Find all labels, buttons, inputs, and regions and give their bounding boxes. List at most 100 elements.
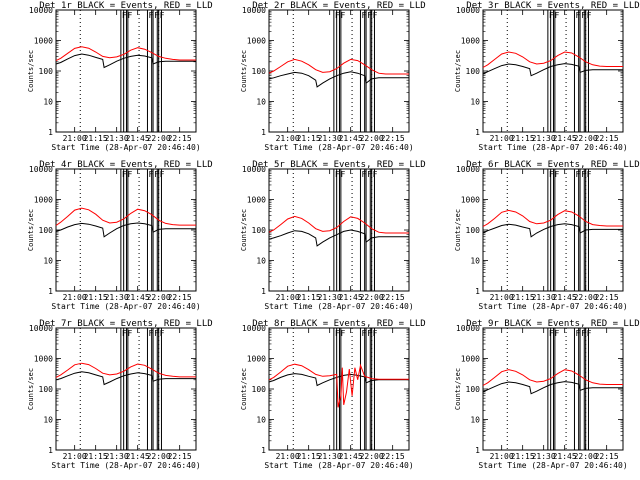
y-axis-label: Counts/sec xyxy=(240,209,248,251)
flag-label: F xyxy=(160,329,165,338)
detector-panel-6: Det 6r BLACK = Events, RED = LLD 1 10 100 10… xyxy=(454,160,640,311)
flag-label: F xyxy=(575,329,580,338)
y-tick-label: 10 xyxy=(43,257,53,266)
flag-label: F xyxy=(554,329,559,338)
x-tick-label: 22:00 xyxy=(147,293,171,302)
flag-label: F xyxy=(575,170,580,179)
flag-label: F xyxy=(340,11,345,20)
x-tick-label: 21:15 xyxy=(84,134,108,143)
x-tick-label: 21:15 xyxy=(84,452,108,461)
flag-label: F xyxy=(127,170,132,179)
x-axis-label: Start Time (28-Apr-07 20:46:40) xyxy=(264,302,413,311)
flag-label: F xyxy=(340,170,345,179)
y-tick-label: 1000 xyxy=(34,355,53,364)
flag-label: F xyxy=(554,170,559,179)
lld-series-line xyxy=(482,51,623,68)
flag-label: F xyxy=(575,11,580,20)
y-tick-label: 10 xyxy=(470,257,480,266)
events-series-line xyxy=(55,371,196,386)
x-tick-label: 21:30 xyxy=(105,452,129,461)
y-tick-label: 1000 xyxy=(247,355,266,364)
y-tick-label: 10000 xyxy=(29,6,53,15)
y-tick-label: 1000 xyxy=(247,37,266,46)
y-tick-label: 1 xyxy=(475,446,480,455)
flag-label: F xyxy=(373,170,378,179)
flag-label: F xyxy=(549,170,554,179)
x-tick-label: 21:00 xyxy=(276,293,300,302)
y-tick-label: 100 xyxy=(39,226,54,235)
flag-label: F xyxy=(148,329,153,338)
flag-label: F xyxy=(361,170,366,179)
x-axis-label: Start Time (28-Apr-07 20:46:40) xyxy=(264,143,413,152)
events-series-line xyxy=(482,381,623,395)
y-tick-label: 10000 xyxy=(456,165,480,174)
x-tick-label: 22:00 xyxy=(360,134,384,143)
y-tick-label: 10000 xyxy=(456,6,480,15)
panel-title: Det 6r BLACK = Events, RED = LLD xyxy=(466,160,639,170)
x-tick-label: 21:45 xyxy=(553,293,577,302)
x-axis-label: Start Time (28-Apr-07 20:46:40) xyxy=(478,302,627,311)
panel-title: Det 4r BLACK = Events, RED = LLD xyxy=(39,160,212,170)
flag-label: F xyxy=(587,11,592,20)
y-axis-label: Counts/sec xyxy=(454,50,462,92)
x-tick-label: 21:45 xyxy=(126,134,150,143)
x-tick-label: 21:00 xyxy=(490,134,514,143)
x-tick-label: 21:30 xyxy=(318,134,342,143)
flag-label: F xyxy=(148,170,153,179)
x-tick-label: 21:00 xyxy=(63,293,87,302)
x-axis-label: Start Time (28-Apr-07 20:46:40) xyxy=(478,461,627,470)
x-tick-label: 21:15 xyxy=(297,293,321,302)
flag-label: F xyxy=(340,329,345,338)
y-axis-label: Counts/sec xyxy=(240,50,248,92)
lld-series-line xyxy=(268,58,409,75)
y-tick-label: 10000 xyxy=(29,165,53,174)
y-tick-label: 10 xyxy=(256,416,266,425)
x-tick-label: 21:00 xyxy=(490,293,514,302)
x-tick-label: 21:00 xyxy=(276,134,300,143)
x-tick-label: 21:15 xyxy=(511,452,535,461)
y-tick-label: 10 xyxy=(43,416,53,425)
detector-panel-8: Det 8r BLACK = Events, RED = LLD 1 10 100 10… xyxy=(240,319,426,470)
flag-label: F xyxy=(361,329,366,338)
x-tick-label: 22:15 xyxy=(595,134,619,143)
y-tick-label: 10 xyxy=(256,257,266,266)
y-tick-label: 1000 xyxy=(247,196,266,205)
events-series-line xyxy=(482,223,623,238)
events-series-line xyxy=(482,63,623,77)
flag-label: F xyxy=(549,11,554,20)
y-tick-label: 100 xyxy=(252,385,267,394)
y-tick-label: 1000 xyxy=(34,37,53,46)
events-series-line xyxy=(268,71,409,88)
y-tick-label: 100 xyxy=(466,226,481,235)
y-tick-label: 1 xyxy=(261,287,266,296)
panel-title: Det 7r BLACK = Events, RED = LLD xyxy=(39,319,212,329)
y-tick-label: 10000 xyxy=(456,324,480,333)
x-tick-label: 21:00 xyxy=(276,452,300,461)
x-tick-label: 21:15 xyxy=(511,134,535,143)
y-tick-label: 100 xyxy=(466,67,481,76)
x-tick-label: 21:15 xyxy=(297,452,321,461)
x-tick-label: 21:30 xyxy=(532,452,556,461)
y-tick-label: 10 xyxy=(470,416,480,425)
detector-panel-2: Det 2r BLACK = Events, RED = LLD 1 10 100 10… xyxy=(240,1,426,152)
y-tick-label: 10000 xyxy=(29,324,53,333)
lld-series-line xyxy=(268,363,409,408)
x-tick-label: 22:00 xyxy=(360,293,384,302)
flag-label: F xyxy=(587,329,592,338)
x-tick-label: 22:15 xyxy=(595,293,619,302)
lld-series-line xyxy=(482,209,623,227)
lld-series-line xyxy=(268,215,409,234)
y-tick-label: 10 xyxy=(256,98,266,107)
x-tick-label: 21:00 xyxy=(63,134,87,143)
panel-title: Det 3r BLACK = Events, RED = LLD xyxy=(466,1,639,11)
events-series-line xyxy=(55,53,196,69)
x-axis-label: Start Time (28-Apr-07 20:46:40) xyxy=(51,302,200,311)
flag-label: F xyxy=(154,170,159,179)
x-axis-label: Start Time (28-Apr-07 20:46:40) xyxy=(264,461,413,470)
y-tick-label: 1000 xyxy=(34,196,53,205)
x-tick-label: 21:30 xyxy=(105,134,129,143)
x-axis-label: Start Time (28-Apr-07 20:46:40) xyxy=(478,143,627,152)
flag-label: F xyxy=(373,11,378,20)
flag-label: F xyxy=(160,170,165,179)
y-tick-label: 10 xyxy=(470,98,480,107)
